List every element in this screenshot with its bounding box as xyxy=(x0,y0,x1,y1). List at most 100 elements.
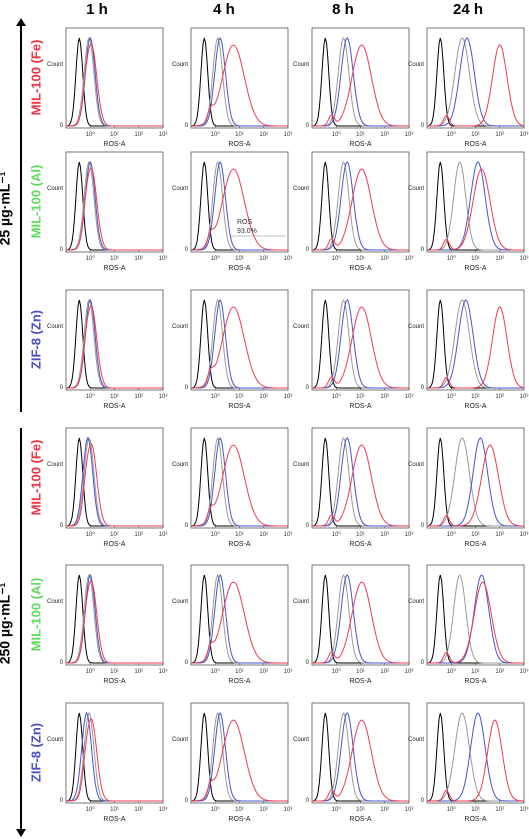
x-axis-label-r3c0: ROS-A xyxy=(103,541,126,548)
tick-label-r5c1-1: 10¹ xyxy=(235,807,244,813)
tick-label-r4c0-0: 10⁰ xyxy=(86,668,96,675)
group-bracket-25-top-arrow xyxy=(16,18,26,26)
y-zero-label-r0c0: 0 xyxy=(60,123,64,129)
annotation-text-0: ROS xyxy=(237,219,253,226)
tick-label-r2c3-2: 10² xyxy=(495,394,504,400)
column-header-8h: 8 h xyxy=(332,1,354,18)
curve-red-r4c2 xyxy=(312,581,409,664)
panel-frame-r3c2 xyxy=(311,427,410,529)
tick-label-r4c1-1: 10¹ xyxy=(235,669,244,675)
y-zero-label-r1c3: 0 xyxy=(421,247,425,253)
y-zero-label-r5c2: 0 xyxy=(306,798,310,804)
tick-label-r1c3-3: 10³ xyxy=(520,256,529,262)
y-axis-label-r2c1: Count xyxy=(172,324,188,330)
curve-blue-r1c3 xyxy=(427,161,524,251)
curve-red-r5c3 xyxy=(427,719,525,802)
curve-red-r5c1 xyxy=(190,719,288,802)
y-axis-label-r1c1: Count xyxy=(172,186,188,192)
y-axis-label-r0c1: Count xyxy=(172,62,188,68)
tick-label-r5c2-1: 10¹ xyxy=(356,807,365,813)
panel-frame-r3c1 xyxy=(190,427,289,529)
tick-label-r2c2-1: 10¹ xyxy=(356,394,365,400)
y-axis-label-r2c0: Count xyxy=(47,324,63,330)
y-zero-label-r0c3: 0 xyxy=(421,123,425,129)
tick-label-r3c2-2: 10² xyxy=(380,532,389,538)
y-zero-label-r4c3: 0 xyxy=(421,660,425,666)
tick-label-r0c1-1: 10¹ xyxy=(235,132,244,138)
tick-label-r5c1-2: 10² xyxy=(259,807,268,813)
tick-label-r1c0-3: 10³ xyxy=(159,256,168,262)
y-axis-label-r0c3: Count xyxy=(408,62,424,68)
curve-blue-r4c3 xyxy=(427,574,524,664)
y-axis-label-r5c3: Count xyxy=(408,737,424,743)
tick-label-r3c0-1: 10¹ xyxy=(110,532,119,538)
y-zero-label-r2c0: 0 xyxy=(60,385,64,391)
tick-label-r3c0-3: 10³ xyxy=(159,532,168,538)
tick-label-r1c1-0: 10⁰ xyxy=(211,255,221,262)
panel-frame-r4c1 xyxy=(190,564,289,666)
curve-red-r2c1 xyxy=(190,306,288,389)
x-axis-label-r4c2: ROS-A xyxy=(349,678,372,685)
tick-label-r2c0-3: 10³ xyxy=(159,394,168,400)
tick-label-r4c2-0: 10⁰ xyxy=(332,668,342,675)
tick-label-r0c0-0: 10⁰ xyxy=(86,131,96,138)
tick-label-r0c0-2: 10² xyxy=(134,132,143,138)
tick-label-r0c1-3: 10³ xyxy=(284,132,293,138)
tick-label-r3c2-3: 10³ xyxy=(405,532,414,538)
tick-label-r2c0-0: 10⁰ xyxy=(86,393,96,400)
x-axis-label-r3c2: ROS-A xyxy=(349,541,372,548)
y-axis-label-r1c3: Count xyxy=(408,186,424,192)
x-axis-label-r4c3: ROS-A xyxy=(464,678,487,685)
tick-label-r5c3-0: 10⁰ xyxy=(447,806,457,813)
tick-label-r5c0-1: 10¹ xyxy=(110,807,119,813)
tick-label-r1c2-0: 10⁰ xyxy=(332,255,342,262)
y-axis-label-r3c1: Count xyxy=(172,462,188,468)
x-axis-label-r0c2: ROS-A xyxy=(349,141,372,148)
panel-frame-r5c0 xyxy=(65,702,164,804)
tick-label-r5c2-0: 10⁰ xyxy=(332,806,342,813)
y-axis-label-r4c2: Count xyxy=(293,599,309,605)
y-zero-label-r2c1: 0 xyxy=(185,385,189,391)
tick-label-r3c3-0: 10⁰ xyxy=(447,531,457,538)
tick-label-r3c2-0: 10⁰ xyxy=(332,531,342,538)
tick-label-r2c3-3: 10³ xyxy=(520,394,529,400)
y-zero-label-r5c0: 0 xyxy=(60,798,64,804)
tick-label-r4c3-3: 10³ xyxy=(520,669,529,675)
panel-frame-r2c0 xyxy=(65,289,164,391)
y-zero-label-r1c1: 0 xyxy=(185,247,189,253)
panel-frame-r4c3 xyxy=(426,564,525,666)
row-label-2: ZIF-8 (Zn) xyxy=(28,309,44,370)
x-axis-label-r5c2: ROS-A xyxy=(349,816,372,823)
x-axis-label-r5c3: ROS-A xyxy=(464,816,487,823)
curve-blue-r3c3 xyxy=(427,437,524,527)
curve-red-r2c0 xyxy=(66,305,163,389)
tick-label-r0c3-1: 10¹ xyxy=(471,132,480,138)
x-axis-label-r0c3: ROS-A xyxy=(464,141,487,148)
y-axis-label-r3c2: Count xyxy=(293,462,309,468)
panel-frame-r5c2 xyxy=(311,702,410,804)
x-axis-label-r0c0: ROS-A xyxy=(103,141,126,148)
y-axis-label-r4c0: Count xyxy=(47,599,63,605)
panel-frame-r5c1 xyxy=(190,702,289,804)
tick-label-r2c0-2: 10² xyxy=(134,394,143,400)
tick-label-r3c1-1: 10¹ xyxy=(235,532,244,538)
tick-label-r4c2-2: 10² xyxy=(380,669,389,675)
panel-frame-r4c0 xyxy=(65,564,164,666)
row-label-5: ZIF-8 (Zn) xyxy=(28,722,44,783)
tick-label-r1c2-3: 10³ xyxy=(405,256,414,262)
tick-label-r4c1-0: 10⁰ xyxy=(211,668,221,675)
tick-label-r2c1-3: 10³ xyxy=(284,394,293,400)
tick-label-r2c2-3: 10³ xyxy=(405,394,414,400)
y-axis-label-r3c3: Count xyxy=(408,462,424,468)
tick-label-r3c1-0: 10⁰ xyxy=(211,531,221,538)
row-label-4: MIL-100 (Al) xyxy=(28,577,44,652)
curve-red-r0c1 xyxy=(190,44,288,127)
x-axis-label-r2c2: ROS-A xyxy=(349,403,372,410)
group-bracket-25 xyxy=(20,24,22,412)
y-zero-label-r3c0: 0 xyxy=(60,523,64,529)
tick-label-r4c2-1: 10¹ xyxy=(356,669,365,675)
tick-label-r4c3-0: 10⁰ xyxy=(447,668,457,675)
x-axis-label-r1c1: ROS-A xyxy=(228,265,251,272)
y-axis-label-r3c0: Count xyxy=(47,462,63,468)
curve-red-r0c2 xyxy=(312,44,409,127)
